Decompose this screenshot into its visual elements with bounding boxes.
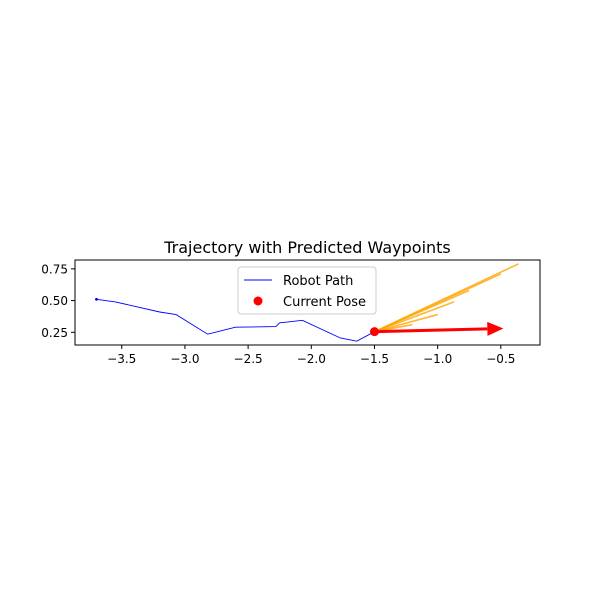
y-tick-label: 0.25: [41, 326, 68, 340]
y-tick-label: 0.75: [41, 262, 68, 276]
current-pose-marker: [369, 327, 379, 337]
x-axis: −3.5 −3.0 −2.5 −2.0 −1.5 −1.0 −0.5: [107, 345, 515, 366]
x-tick-label: −1.0: [423, 352, 452, 366]
predicted-waypoint-line: [374, 263, 519, 333]
plot-area: [95, 263, 519, 342]
x-tick-label: −2.5: [234, 352, 263, 366]
legend-box: [237, 266, 377, 315]
legend: Robot Path Current Pose: [237, 266, 377, 315]
axes-frame: [74, 259, 541, 346]
legend-current-pose-swatch: [253, 296, 263, 306]
y-tick-label: 0.50: [41, 294, 68, 308]
predicted-waypoint-line: [374, 313, 438, 333]
legend-robot-path-label: Robot Path: [283, 274, 353, 289]
legend-current-pose-label: Current Pose: [283, 295, 366, 310]
robot-path-start-marker: [95, 297, 98, 301]
x-tick-label: −2.0: [297, 352, 326, 366]
heading-arrow-shaft: [374, 327, 488, 334]
heading-arrow-head: [487, 321, 504, 336]
x-tick-label: −1.5: [360, 352, 389, 366]
x-tick-label: −0.5: [486, 352, 515, 366]
robot-path-line: [96, 298, 375, 342]
chart-title: Trajectory with Predicted Waypoints: [163, 238, 451, 257]
x-tick-label: −3.0: [170, 352, 199, 366]
y-axis: 0.25 0.50 0.75: [41, 262, 75, 340]
x-tick-label: −3.5: [107, 352, 136, 366]
